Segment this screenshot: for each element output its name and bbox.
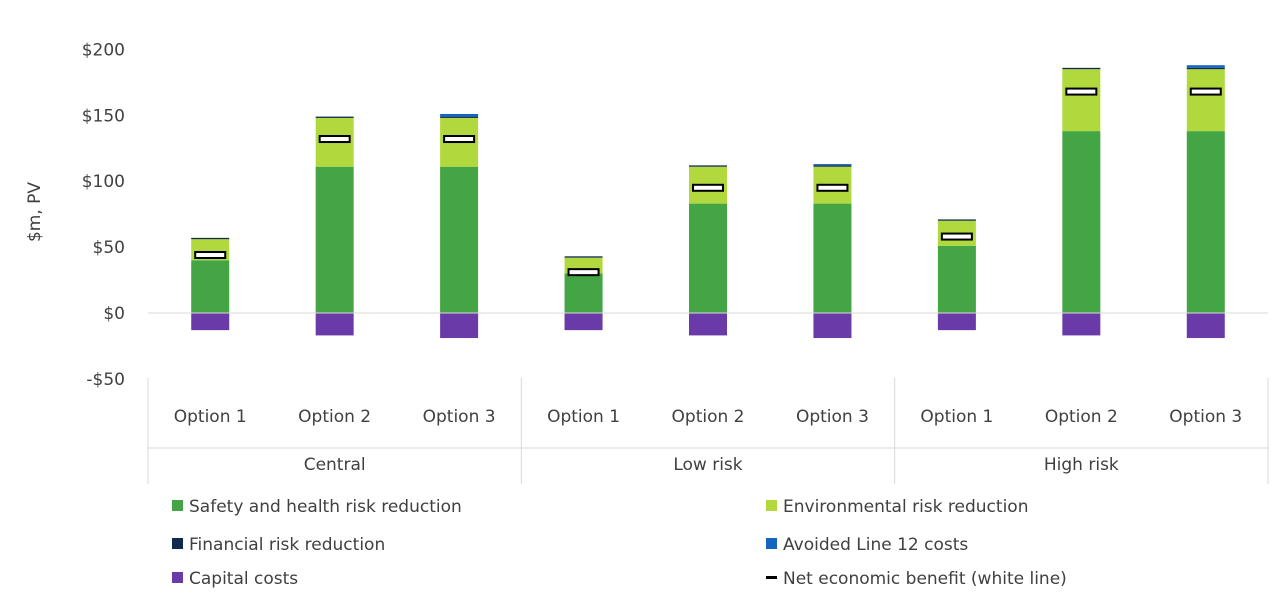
legend-label: Avoided Line 12 costs	[783, 535, 968, 555]
legend-label: Net economic benefit (white line)	[783, 569, 1067, 589]
x-tick-label: Option 2	[298, 407, 371, 427]
bar-segment-0	[1186, 131, 1225, 313]
bar-segment-0	[440, 166, 479, 313]
legend: Safety and health risk reduction Environm…	[172, 497, 1067, 589]
legend-swatch-0	[172, 500, 183, 511]
y-tick-label: $0	[103, 304, 125, 324]
bar-segment-3	[813, 164, 852, 166]
bar-segment-0	[315, 166, 354, 313]
legend-label: Financial risk reduction	[189, 535, 385, 555]
legend-label: Environmental risk reduction	[783, 497, 1028, 517]
net-benefit-marker	[443, 135, 476, 144]
bar-segment-3	[1186, 65, 1225, 68]
bar-segment-0	[813, 203, 852, 313]
x-tick-label: Option 3	[423, 407, 496, 427]
bar-segment-0	[191, 260, 230, 313]
net-benefit-marker	[1065, 87, 1098, 96]
y-tick-label: $200	[82, 40, 125, 60]
bar-segment-1	[1062, 69, 1101, 132]
bar-segment-4	[191, 313, 230, 331]
bar-segment-4	[1062, 313, 1101, 336]
legend-label: Capital costs	[189, 569, 298, 589]
bar-segment-4	[315, 313, 354, 336]
net-benefit-marker	[816, 183, 849, 192]
bar-segment-2	[191, 237, 230, 240]
legend-swatch-1	[766, 500, 777, 511]
bar-segment-0	[689, 203, 727, 313]
x-group-label: Low risk	[673, 455, 742, 475]
x-tick-label: Option 1	[174, 407, 247, 427]
bar-segment-1	[1186, 69, 1225, 132]
x-axis: Option 1 Option 2 Option 3 Option 1 Option 2…	[147, 378, 1269, 484]
bar-segment-2	[813, 165, 852, 167]
bars	[148, 65, 1268, 339]
y-axis-title-text: $m, PV	[25, 182, 45, 242]
bar-segment-2	[440, 116, 479, 118]
x-tick-label: Option 3	[796, 407, 869, 427]
x-tick-label: Option 2	[672, 407, 745, 427]
x-group-label: High risk	[1044, 455, 1119, 475]
net-benefit-marker	[194, 251, 227, 260]
y-tick-label: $50	[93, 238, 125, 258]
bar-segment-4	[689, 313, 727, 336]
net-benefit-marker	[567, 268, 600, 277]
bar-segment-0	[564, 273, 603, 313]
legend-label: Safety and health risk reduction	[189, 497, 462, 517]
bar-segment-4	[813, 313, 852, 339]
x-tick-label: Option 2	[1045, 407, 1118, 427]
net-benefit-marker	[1189, 87, 1222, 96]
y-tick-label: -$50	[86, 370, 125, 390]
x-group-label: Central	[304, 455, 366, 475]
net-benefit-marker	[940, 232, 973, 241]
y-axis-title: $m, PV	[25, 182, 45, 242]
bar-segment-0	[1062, 131, 1101, 313]
bar-segment-2	[315, 116, 354, 118]
bar-segment-2	[689, 165, 727, 167]
bar-segment-2	[937, 219, 976, 221]
bar-segment-2	[1186, 67, 1225, 70]
bar-segment-4	[937, 313, 976, 331]
legend-swatch-net-benefit	[766, 576, 777, 579]
bar-segment-2	[564, 256, 603, 258]
bar-segment-4	[440, 313, 479, 339]
bar-segment-4	[564, 313, 603, 331]
legend-swatch-2	[172, 538, 183, 549]
bar-segment-4	[1186, 313, 1225, 339]
x-tick-label: Option 1	[547, 407, 620, 427]
bar-segment-3	[440, 113, 479, 117]
y-tick-label: $100	[82, 172, 125, 192]
y-axis-ticks: -$50 $0 $50 $100 $150 $200	[82, 40, 125, 390]
legend-swatch-4	[172, 572, 183, 583]
net-benefit-markers	[194, 87, 1222, 277]
x-tick-label: Option 1	[920, 407, 993, 427]
legend-swatch-3	[766, 538, 777, 549]
y-tick-label: $150	[82, 106, 125, 126]
bar-segment-0	[937, 245, 976, 313]
net-benefit-marker	[318, 135, 351, 144]
net-benefit-marker	[692, 183, 724, 192]
bar-segment-2	[1062, 67, 1101, 70]
x-tick-label: Option 3	[1169, 407, 1242, 427]
